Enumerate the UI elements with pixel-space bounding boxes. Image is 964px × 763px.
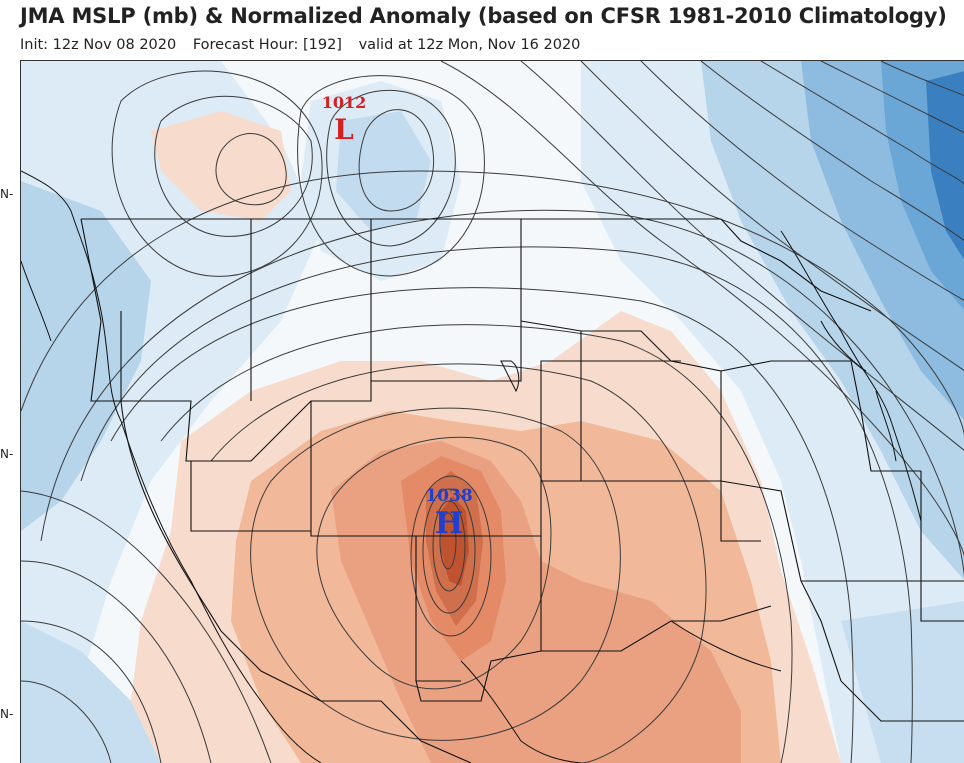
high-pressure-value: 1038 (425, 486, 472, 506)
neg-anomaly-southeast (841, 601, 964, 763)
chart-subtitle: Init: 12z Nov 08 2020 Forecast Hour: [19… (20, 37, 592, 53)
lat-label-2: N- (0, 447, 14, 461)
low-pressure-value: 1012 (322, 93, 367, 112)
map-panel: 1012 L 1038 H (20, 60, 964, 763)
lat-label-1: N- (0, 187, 14, 201)
coastlines (21, 170, 922, 763)
neg-anomaly-canada-mid (336, 111, 431, 231)
high-pressure-center: 1038 H (425, 486, 472, 541)
chart-title: JMA MSLP (mb) & Normalized Anomaly (base… (20, 4, 947, 28)
high-pressure-symbol: H (435, 506, 463, 541)
lat-label-3: N- (0, 707, 14, 721)
init-time: Init: 12z Nov 08 2020 (20, 37, 177, 53)
low-pressure-symbol: L (334, 113, 354, 146)
neg-anomaly-west-mid (21, 181, 151, 531)
isobars (21, 61, 964, 763)
neg-anomaly-southwest (21, 621, 161, 763)
mslp-anomaly-map: 1012 L 1038 H (21, 61, 964, 763)
low-pressure-center: 1012 L (322, 93, 367, 146)
forecast-hour: Forecast Hour: [192] (192, 37, 342, 53)
valid-time: valid at 12z Mon, Nov 16 2020 (358, 37, 581, 53)
